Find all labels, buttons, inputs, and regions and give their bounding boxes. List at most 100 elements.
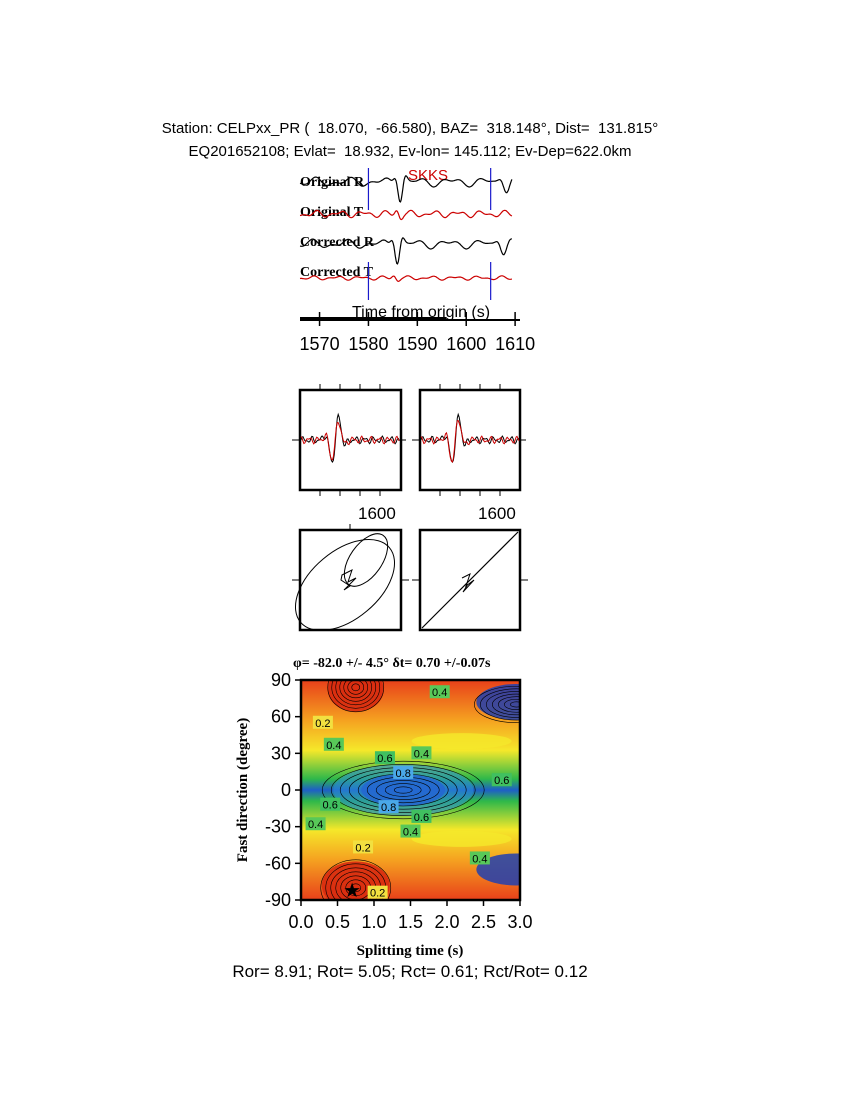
grid-ytick-label: 0 — [281, 780, 291, 800]
grid-xlabel: Splitting time (s) — [357, 943, 464, 959]
best-fit-star-icon: ★ — [343, 880, 361, 902]
grid-ytick-label: 90 — [271, 670, 291, 690]
grid-ytick-label: 60 — [271, 707, 291, 727]
grid-ytick-label: -90 — [265, 890, 291, 910]
contour-label: 0.2 — [370, 888, 385, 900]
contour-label: 0.4 — [414, 748, 429, 760]
contour-label-bg — [305, 817, 326, 831]
time-axis-label: Time from origin (s) — [352, 304, 490, 321]
contour-line — [343, 680, 369, 699]
contour-line — [339, 680, 373, 702]
pm-scribble — [340, 569, 357, 591]
contour-label-bg — [323, 737, 344, 751]
trace-original-t — [299, 209, 513, 221]
contour-line — [375, 780, 431, 800]
time-tick-label: 1600 — [446, 334, 486, 354]
pm-ellipse-inner — [343, 533, 389, 587]
fast-slow-panel-before: 1600 — [292, 384, 406, 523]
time-tick-label: 1590 — [397, 334, 437, 354]
contour-label: 0.2 — [355, 842, 370, 854]
contour-line — [474, 685, 520, 723]
pm-ellipse-outer — [294, 539, 396, 631]
contour-label: 0.8 — [381, 802, 396, 814]
contour-label: 0.6 — [323, 800, 338, 812]
contour-line — [480, 688, 520, 721]
slow-trace — [300, 421, 400, 461]
contour-line — [492, 693, 520, 716]
contour-label-bg — [378, 800, 399, 814]
contour-label-bg — [469, 851, 490, 865]
pm-linear-motion — [421, 531, 519, 629]
contour-line — [320, 859, 392, 900]
contour-label: 0.6 — [414, 812, 429, 824]
contour-label: 0.4 — [432, 687, 447, 699]
contour-label: 0.6 — [494, 775, 509, 787]
pm-frame-before — [298, 528, 403, 632]
fast-slow-tick-before: 1600 — [358, 504, 396, 523]
slow-trace — [420, 420, 520, 463]
fast-slow-tick-after: 1600 — [478, 504, 516, 523]
contour-label-bg — [411, 746, 432, 760]
contour-line — [351, 683, 361, 692]
grid-ylabel: Fast direction (degree) — [235, 718, 251, 862]
grid-color-region — [476, 684, 520, 720]
trace-label-corrected-r: Corrected R — [300, 235, 375, 250]
contour-line — [335, 680, 377, 706]
grid-xtick-label: 3.0 — [507, 912, 532, 932]
time-tick-label: 1610 — [495, 334, 535, 354]
grid-ytick-label: -60 — [265, 853, 291, 873]
grid-xtick-label: 2.5 — [471, 912, 496, 932]
contour-label-bg — [393, 765, 414, 779]
contour-label: 0.6 — [377, 753, 392, 765]
grid-color-region — [327, 680, 384, 712]
contour-label-bg — [312, 715, 333, 729]
trace-label-original-t: Original T — [300, 205, 364, 220]
contour-label: 0.4 — [326, 740, 341, 752]
contour-label: 0.8 — [396, 768, 411, 780]
trace-corrected-r — [299, 237, 512, 265]
grid-xtick-label: 1.5 — [398, 912, 423, 932]
grid-ytick-label: 30 — [271, 743, 291, 763]
contour-label: 0.4 — [403, 827, 418, 839]
contour-label-bg — [374, 751, 395, 765]
contour-line — [330, 764, 476, 816]
trace-label-original-r: Original R — [300, 175, 365, 190]
grid-color-region — [333, 764, 474, 816]
fast-slow-panel-after: 1600 — [412, 384, 526, 523]
time-tick-label: 1580 — [348, 334, 388, 354]
contour-label: 0.2 — [315, 718, 330, 730]
grid-xtick-label: 0.5 — [325, 912, 350, 932]
contour-label-bg — [411, 809, 432, 823]
grid-xtick-label: 0.0 — [288, 912, 313, 932]
grid-title: φ= -82.0 +/- 4.5° δt= 0.70 +/-0.07s — [293, 656, 491, 671]
contour-label: 0.4 — [472, 853, 487, 865]
grid-xtick-label: 2.0 — [434, 912, 459, 932]
contour-label-bg — [353, 840, 374, 854]
time-tick-label: 1570 — [300, 334, 340, 354]
contour-line — [327, 680, 385, 713]
contour-line — [350, 883, 362, 893]
pm-scribble — [461, 573, 475, 593]
particle-motion-before — [292, 524, 409, 632]
grid-xtick-label: 1.0 — [361, 912, 386, 932]
trace-label-corrected-t: Corrected T — [300, 265, 374, 280]
contour-label-bg — [320, 797, 341, 811]
contour-line — [384, 783, 422, 797]
station-info: Station: CELPxx_PR ( 18.070, -66.580), B… — [161, 120, 659, 137]
contour-line — [331, 680, 381, 709]
contour-label-bg — [491, 773, 512, 787]
contour-line — [393, 786, 413, 794]
contour-line — [321, 760, 485, 820]
trace-original-r — [299, 175, 513, 203]
contour-line — [345, 879, 367, 897]
trace-corrected-t — [299, 275, 513, 283]
contour-line — [510, 701, 520, 708]
grid-color-region — [411, 733, 512, 750]
contour-line — [504, 698, 520, 710]
event-info: EQ201652108; Evlat= 18.932, Ev-lon= 145.… — [188, 143, 632, 160]
contour-line — [498, 696, 520, 713]
grid-ytick-label: -30 — [265, 817, 291, 837]
contour-label-bg — [367, 885, 388, 899]
energy-grid-panel: φ= -82.0 +/- 4.5° δt= 0.70 +/-0.07s 0.2 0… — [235, 656, 533, 959]
